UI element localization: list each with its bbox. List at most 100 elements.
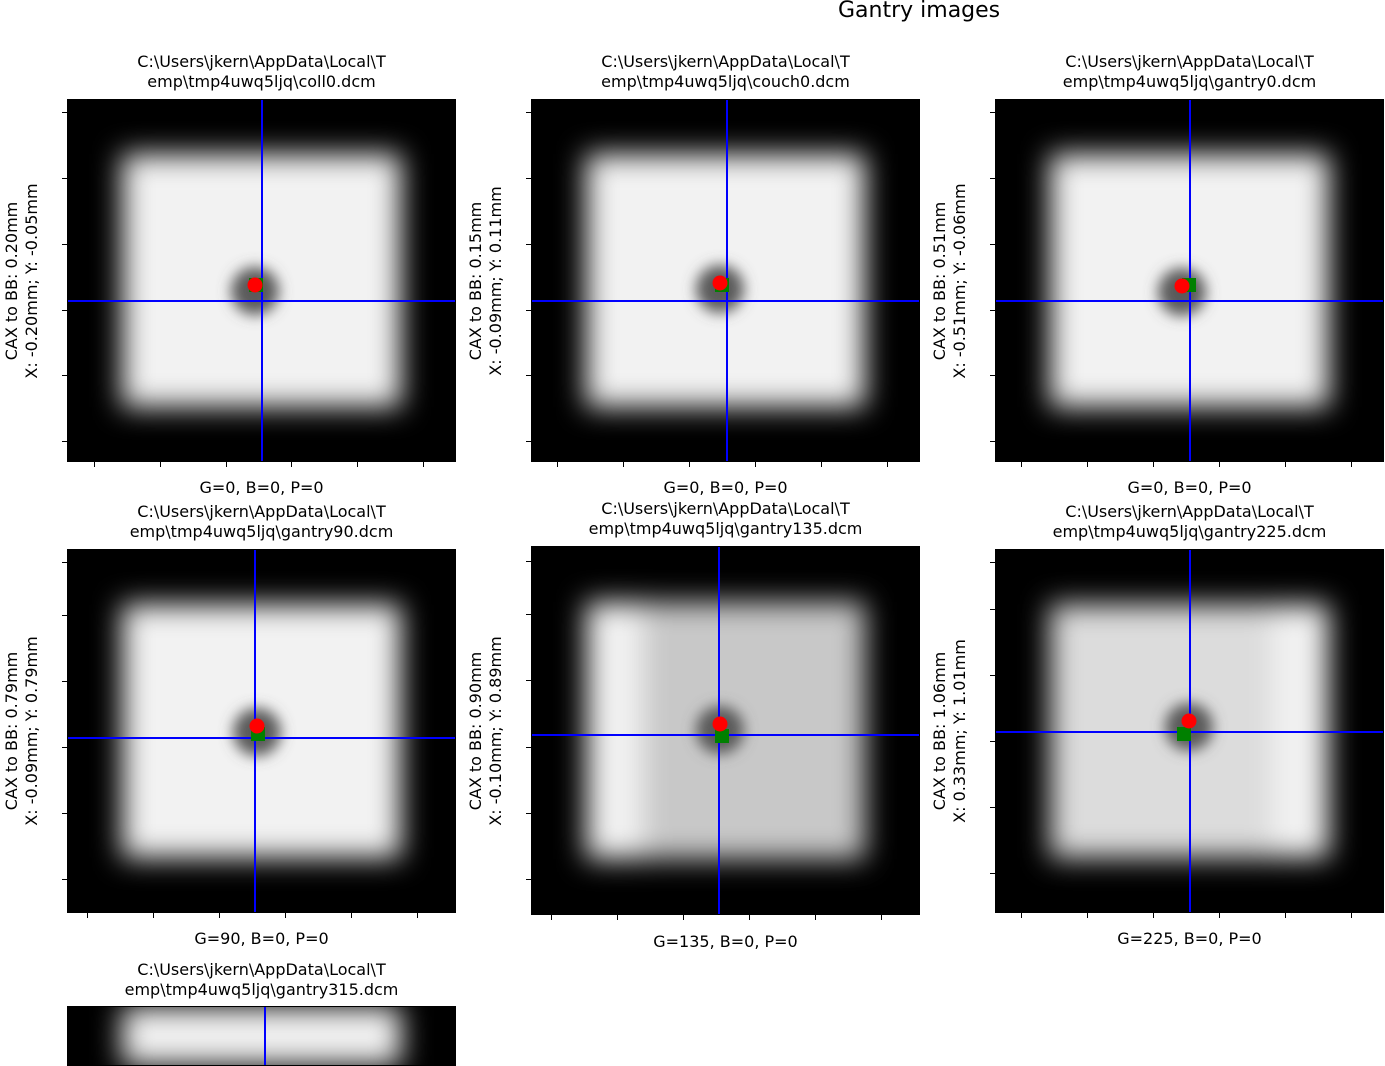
- x-tick: [87, 913, 88, 918]
- panel-title-line: emp\tmp4uwq5ljq\couch0.dcm: [466, 72, 986, 92]
- y-tick: [990, 609, 995, 610]
- y-axis-label-line: CAX to BB: 0.20mm: [2, 91, 22, 471]
- y-tick: [526, 747, 531, 748]
- x-axis-label: G=0, B=0, P=0: [82, 478, 442, 498]
- y-tick: [62, 747, 67, 748]
- y-tick: [526, 680, 531, 681]
- y-tick: [62, 112, 67, 113]
- x-tick: [1219, 462, 1220, 467]
- y-axis-label-line: X: -0.09mm; Y: 0.79mm: [22, 541, 42, 921]
- y-tick: [990, 675, 995, 676]
- y-tick: [62, 813, 67, 814]
- x-tick: [219, 913, 220, 918]
- panel-title-line: C:\Users\jkern\AppData\Local\T: [2, 502, 522, 522]
- bb-marker: [713, 717, 728, 732]
- y-tick: [526, 879, 531, 880]
- image-axes: [995, 549, 1384, 913]
- y-tick: [990, 441, 995, 442]
- x-tick: [160, 462, 161, 467]
- y-tick: [62, 615, 67, 616]
- y-axis-label-line: X: -0.51mm; Y: -0.06mm: [950, 91, 970, 471]
- x-tick: [226, 462, 227, 467]
- x-axis-label: G=0, B=0, P=0: [546, 478, 906, 498]
- panel-title-line: emp\tmp4uwq5ljq\gantry225.dcm: [930, 522, 1385, 542]
- x-tick: [887, 462, 888, 467]
- y-tick: [526, 614, 531, 615]
- panel-title-line: emp\tmp4uwq5ljq\gantry135.dcm: [466, 519, 986, 539]
- bb-marker: [1182, 714, 1197, 729]
- y-tick: [990, 807, 995, 808]
- y-tick: [990, 741, 995, 742]
- y-tick: [62, 879, 67, 880]
- panel-title-line: C:\Users\jkern\AppData\Local\T: [930, 502, 1385, 522]
- epid-image: [996, 550, 1383, 912]
- y-tick: [990, 375, 995, 376]
- y-tick: [62, 310, 67, 311]
- y-axis-label-line: CAX to BB: 0.15mm: [466, 91, 486, 471]
- x-tick: [617, 915, 618, 920]
- x-axis-label: G=135, B=0, P=0: [546, 932, 906, 952]
- image-axes: [67, 549, 456, 913]
- x-axis-label: G=0, B=0, P=0: [1010, 478, 1370, 498]
- x-tick: [815, 915, 816, 920]
- y-tick: [62, 441, 67, 442]
- epid-image: [532, 100, 919, 461]
- x-tick: [881, 915, 882, 920]
- x-tick: [1021, 462, 1022, 467]
- bb-marker: [248, 278, 263, 293]
- field-shadow-band: [642, 602, 865, 859]
- epid-image: [996, 100, 1383, 461]
- y-axis-label-line: CAX to BB: 0.79mm: [2, 541, 22, 921]
- y-tick: [990, 873, 995, 874]
- image-axes: [531, 99, 920, 462]
- x-tick: [291, 462, 292, 467]
- x-tick: [357, 462, 358, 467]
- x-tick: [417, 913, 418, 918]
- y-tick: [526, 178, 531, 179]
- bb-marker: [1175, 279, 1190, 294]
- x-tick: [1153, 913, 1154, 918]
- epid-image: [532, 547, 919, 914]
- y-axis-label-line: CAX to BB: 0.90mm: [466, 541, 486, 921]
- bb-marker: [250, 719, 265, 734]
- epid-image: [68, 550, 455, 912]
- x-tick: [1021, 913, 1022, 918]
- epid-image: [68, 1007, 455, 1065]
- panel-title-line: emp\tmp4uwq5ljq\gantry90.dcm: [2, 522, 522, 542]
- y-axis-label-line: X: -0.09mm; Y: 0.11mm: [486, 91, 506, 471]
- y-axis-label-line: X: -0.20mm; Y: -0.05mm: [22, 91, 42, 471]
- x-tick: [285, 913, 286, 918]
- x-axis-label: G=90, B=0, P=0: [82, 929, 442, 949]
- x-tick: [1351, 913, 1352, 918]
- y-tick: [62, 178, 67, 179]
- panel-title-line: emp\tmp4uwq5ljq\gantry315.dcm: [2, 980, 522, 1000]
- panel-title-line: C:\Users\jkern\AppData\Local\T: [2, 960, 522, 980]
- x-axis-label: G=225, B=0, P=0: [1010, 929, 1370, 949]
- y-tick: [526, 375, 531, 376]
- x-tick: [1351, 462, 1352, 467]
- x-tick: [551, 915, 552, 920]
- image-axes: [67, 99, 456, 462]
- y-tick: [526, 441, 531, 442]
- x-tick: [755, 462, 756, 467]
- y-tick: [62, 244, 67, 245]
- y-tick: [990, 562, 995, 563]
- panel-title-line: C:\Users\jkern\AppData\Local\T: [466, 499, 986, 519]
- epid-image: [68, 100, 455, 461]
- y-tick: [990, 112, 995, 113]
- epid-center-marker: [1177, 727, 1191, 741]
- y-tick: [526, 310, 531, 311]
- x-tick: [1087, 462, 1088, 467]
- y-tick: [526, 813, 531, 814]
- panel-title-line: C:\Users\jkern\AppData\Local\T: [466, 52, 986, 72]
